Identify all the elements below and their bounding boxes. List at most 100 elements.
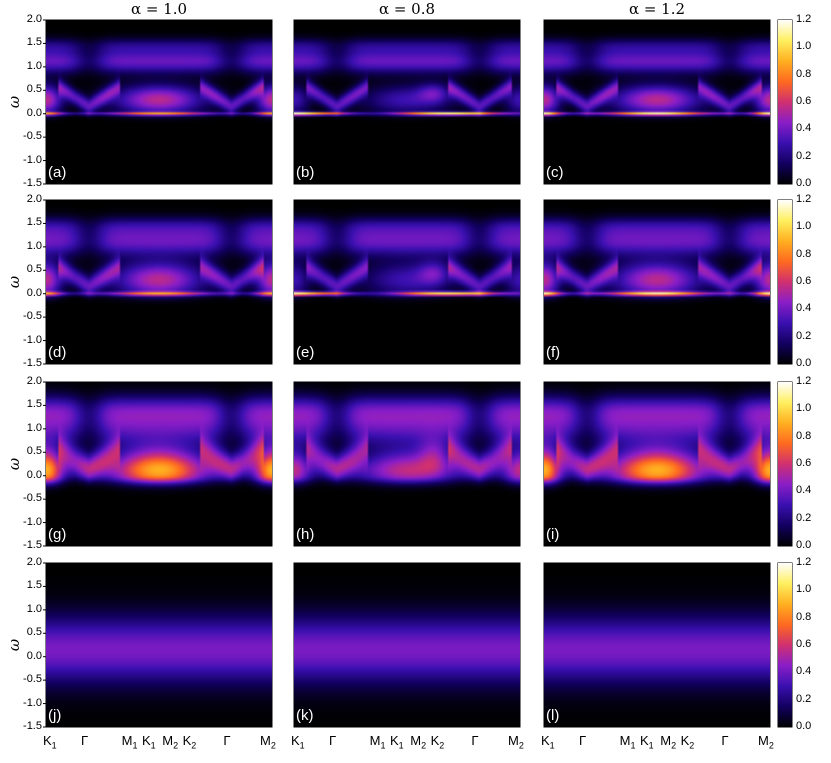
y-tick-label: -0.5 [23, 492, 42, 505]
heatmap-panel [46, 563, 272, 727]
x-tick-main: K [541, 733, 550, 748]
colorbar-tick-label: 0.4 [796, 665, 812, 678]
heatmap-panel [294, 200, 520, 364]
x-tick-main: M [369, 733, 381, 748]
x-tick-label: M2 [660, 733, 676, 751]
colorbar-tick-label: 0.6 [796, 95, 812, 107]
x-tick-main: Γ [471, 733, 479, 748]
x-tick-label: M2 [508, 733, 524, 751]
heatmap-panel [544, 382, 770, 546]
x-tick-label: M1 [620, 733, 636, 751]
x-tick-label: Γ [223, 733, 230, 748]
x-tick-label: K1 [390, 733, 404, 751]
x-tick-subscript: 1 [648, 740, 654, 751]
x-tick-main: K [182, 733, 192, 748]
x-tick-main: M [410, 733, 422, 748]
heatmap-panel [46, 20, 272, 184]
x-tick-subscript: 2 [421, 740, 427, 751]
x-tick-subscript: 1 [132, 740, 138, 751]
heatmap-panel [544, 563, 770, 727]
heatmap-panel [46, 200, 272, 364]
x-tick-label: Γ [579, 733, 586, 748]
colorbar-tick-label: 0.0 [796, 539, 812, 551]
heatmap-panel [294, 382, 520, 546]
colorbar-tick-label: 0.0 [796, 720, 812, 732]
y-tick-label: 0.5 [26, 83, 42, 96]
x-tick-label: K1 [640, 733, 654, 751]
x-tick-label: Γ [329, 733, 336, 748]
x-tick-subscript: 1 [549, 740, 555, 751]
heatmap-panel [294, 563, 520, 727]
x-tick-subscript: 2 [671, 740, 677, 751]
colorbar-tick-label: 0.6 [796, 638, 812, 650]
x-tick-subscript: 2 [173, 740, 179, 751]
x-tick-subscript: 2 [270, 740, 276, 751]
y-tick-label: -1.5 [23, 177, 42, 189]
colorbar [778, 382, 792, 546]
y-tick-label: 1.0 [26, 602, 42, 615]
colorbar-tick-label: 0.6 [796, 457, 812, 469]
column-title: α = 1.0 [130, 0, 188, 18]
x-tick-main: M [660, 733, 672, 748]
panel-label: (i) [546, 526, 560, 543]
y-tick-label: 1.5 [26, 36, 42, 49]
x-tick-label: K2 [681, 733, 695, 751]
x-tick-main: M [162, 733, 174, 748]
colorbar-tick-label: 0.2 [796, 149, 812, 162]
x-tick-label: K1 [142, 733, 156, 751]
y-axis-label: ω [5, 275, 24, 289]
panel-label: (a) [48, 164, 67, 181]
y-axis-label: ω [5, 638, 24, 652]
colorbar [778, 200, 792, 364]
x-tick-main: Γ [328, 733, 337, 748]
y-tick-label: 1.0 [26, 421, 42, 434]
panel-label: (d) [48, 344, 67, 361]
x-tick-subscript: 1 [299, 740, 305, 751]
x-tick-main: K [141, 733, 151, 748]
x-tick-subscript: 2 [768, 740, 774, 751]
x-tick-subscript: 1 [630, 740, 636, 751]
x-tick-subscript: 2 [689, 740, 695, 751]
y-tick-label: 0.0 [26, 286, 42, 299]
y-tick-label: 2.0 [26, 193, 42, 205]
y-tick-label: -1.0 [23, 153, 42, 166]
y-tick-label: -1.0 [23, 515, 42, 528]
y-tick-label: -1.5 [23, 720, 42, 732]
panel-label: (e) [296, 344, 315, 361]
colorbar-tick-label: 1.0 [796, 583, 812, 596]
x-tick-label: K2 [183, 733, 197, 751]
colorbar-tick-label: 1.2 [796, 556, 812, 568]
y-axis-label: ω [5, 95, 24, 109]
colorbar-tick-label: 1.0 [796, 402, 812, 415]
y-tick-label: 0.0 [26, 106, 42, 119]
panel-label: (j) [48, 707, 62, 724]
x-tick-main: M [758, 733, 769, 748]
y-tick-label: 0.5 [26, 263, 42, 276]
column-title: α = 1.2 [628, 0, 686, 18]
panel-label: (b) [296, 164, 315, 181]
panel-label: (c) [546, 164, 564, 181]
x-tick-main: M [121, 733, 133, 748]
colorbar-tick-label: 0.8 [796, 67, 812, 80]
x-tick-main: Γ [80, 733, 89, 748]
panel-label: (h) [296, 526, 315, 543]
y-tick-label: 0.5 [26, 445, 42, 458]
x-tick-main: K [639, 733, 649, 748]
colorbar-tick-label: 0.4 [796, 484, 812, 497]
panel-label: (k) [296, 707, 314, 724]
colorbar-tick-label: 0.4 [796, 122, 812, 135]
colorbar-tick-label: 0.8 [796, 429, 812, 442]
x-tick-subscript: 1 [150, 740, 156, 751]
colorbar-tick-label: 0.6 [796, 275, 812, 287]
panel-label: (f) [546, 344, 561, 361]
colorbar-tick-label: 0.0 [796, 177, 812, 189]
x-tick-main: K [291, 733, 300, 748]
y-tick-label: 1.0 [26, 239, 42, 252]
x-tick-main: M [260, 733, 271, 748]
y-tick-label: 0.5 [26, 626, 42, 639]
x-tick-label: M2 [162, 733, 178, 751]
y-tick-label: 2.0 [26, 375, 42, 387]
y-tick-label: 1.5 [26, 579, 42, 592]
colorbar-tick-label: 0.8 [796, 247, 812, 260]
y-tick-label: -0.5 [23, 310, 42, 323]
